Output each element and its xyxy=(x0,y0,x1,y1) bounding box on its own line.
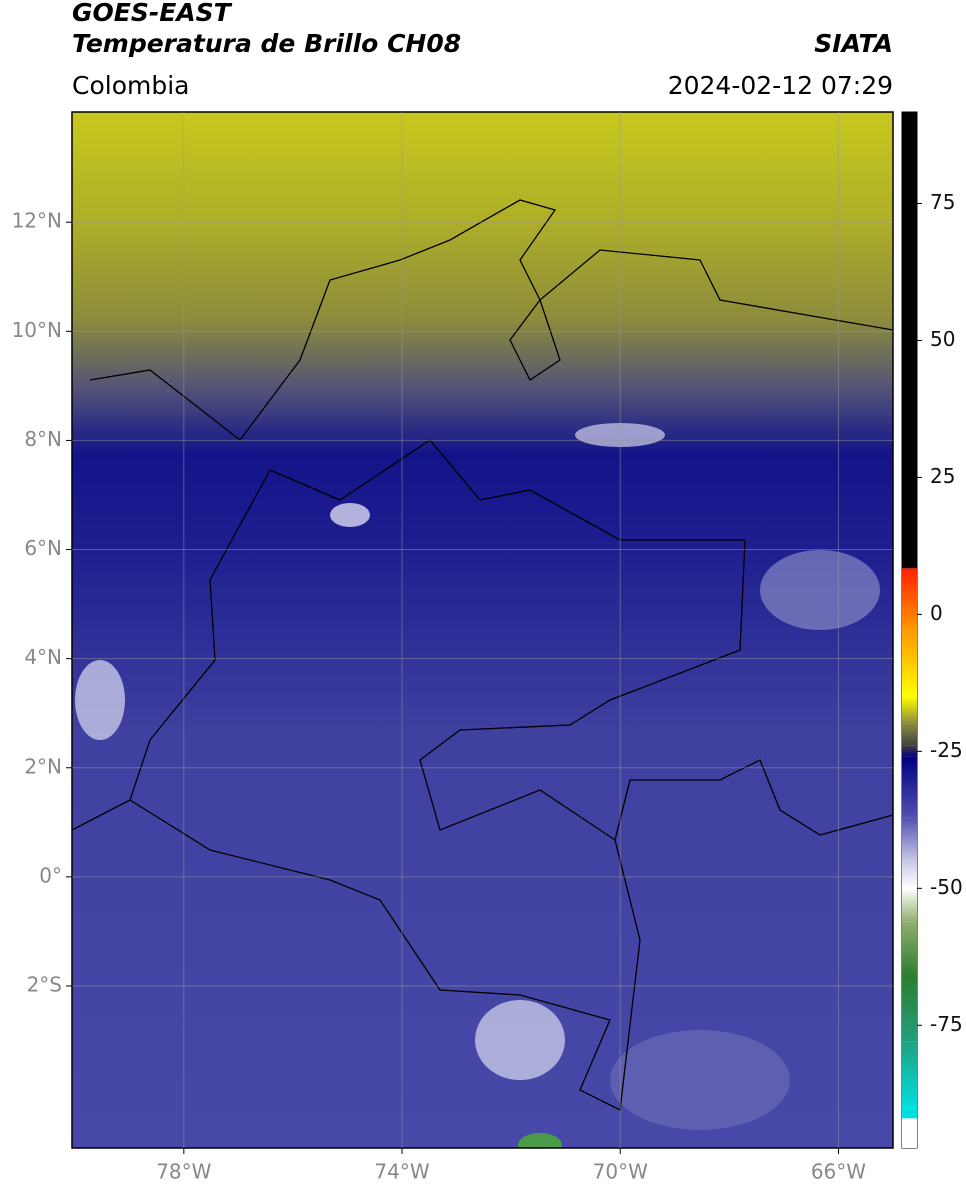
colorbar-segment xyxy=(902,860,917,889)
colorbar-segment xyxy=(902,888,917,922)
colorbar-segment xyxy=(902,568,917,631)
region: Colombia xyxy=(72,71,189,100)
datetime: 2024-02-12 07:29 xyxy=(668,71,893,100)
title: GOES-EAST xyxy=(72,0,233,27)
x-tick-label: 70°W xyxy=(593,1160,648,1184)
colorbar-segment xyxy=(902,745,917,757)
x-tick-label: 74°W xyxy=(374,1160,429,1184)
y-tick-label: 8°N xyxy=(24,427,62,451)
colorbar-segment xyxy=(902,1118,917,1148)
x-tick-label: 78°W xyxy=(156,1160,211,1184)
satellite-image xyxy=(72,112,893,1148)
colorbar-segment xyxy=(902,112,917,569)
colorbar-segment xyxy=(902,1041,917,1108)
y-tick-label: 2°S xyxy=(27,972,62,996)
colorbar-tick-label: -75 xyxy=(930,1012,963,1036)
colorbar-segment xyxy=(902,756,917,818)
map-frame xyxy=(71,111,894,1149)
source: SIATA xyxy=(814,29,893,58)
colorbar-tick-label: 25 xyxy=(930,464,955,488)
colorbar-segment xyxy=(902,723,917,746)
x-tick-label: 66°W xyxy=(811,1160,866,1184)
colorbar-segment xyxy=(902,921,917,976)
colorbar-segment xyxy=(902,817,917,861)
y-tick-label: 2°N xyxy=(24,754,62,778)
colorbar-segment xyxy=(902,975,917,1042)
colorbar-segment xyxy=(902,630,917,697)
y-tick-label: 0° xyxy=(39,863,62,887)
y-tick-label: 4°N xyxy=(24,645,62,669)
y-tick-label: 10°N xyxy=(12,318,62,342)
colorbar-tick-label: 0 xyxy=(930,601,943,625)
y-tick-label: 12°N xyxy=(12,209,62,233)
y-tick-label: 6°N xyxy=(24,536,62,560)
colorbar-segment xyxy=(902,696,917,724)
subtitle: Temperatura de Brillo CH08 xyxy=(72,29,461,58)
colorbar-tick-label: 75 xyxy=(930,190,955,214)
colorbar-segment xyxy=(902,1107,917,1119)
colorbar-tick-label: -50 xyxy=(930,875,963,899)
colorbar-tick-label: 50 xyxy=(930,327,955,351)
colorbar-tick-label: -25 xyxy=(930,738,963,762)
